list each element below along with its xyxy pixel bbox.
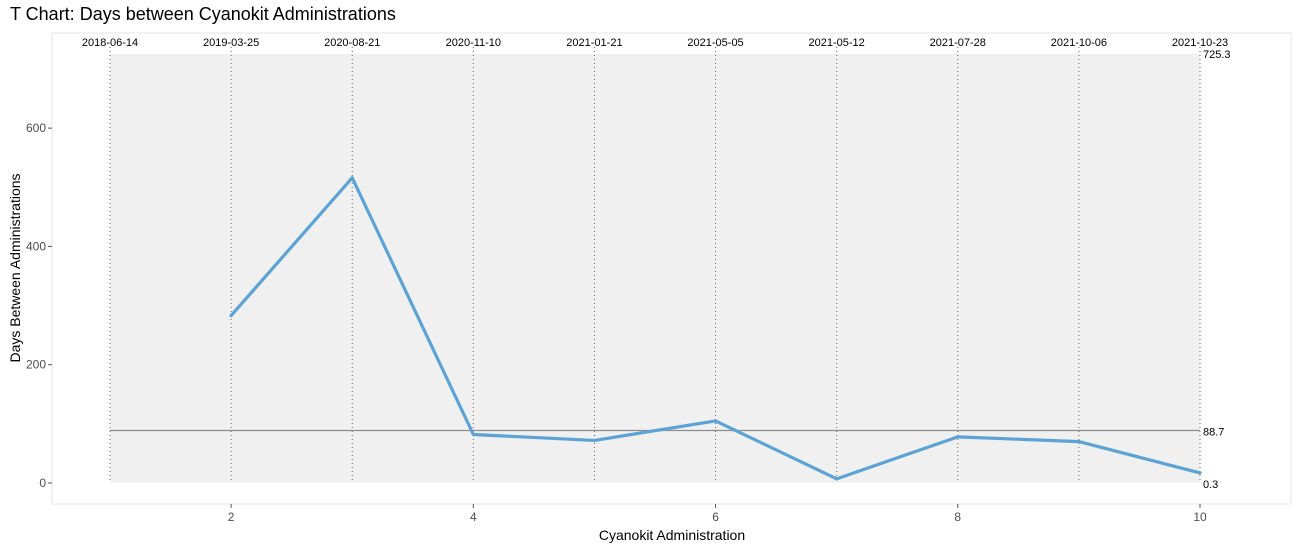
x-axis-label: Cyanokit Administration	[599, 527, 745, 543]
chart-title: T Chart: Days between Cyanokit Administr…	[10, 4, 396, 24]
x-tick-label: 6	[712, 510, 719, 524]
data-point	[835, 477, 839, 481]
date-label: 2019-03-25	[203, 37, 259, 49]
control-limit-band	[110, 54, 1200, 483]
date-label: 2021-10-06	[1051, 37, 1107, 49]
date-label: 2021-01-21	[566, 37, 622, 49]
data-point	[1198, 471, 1202, 475]
panel-border	[51, 32, 1292, 505]
data-point	[350, 176, 354, 180]
date-label: 2021-10-23	[1172, 37, 1228, 49]
center-line-label: 88.7	[1203, 427, 1224, 439]
y-tick-label: 200	[26, 358, 46, 372]
x-tick-label: 4	[470, 510, 477, 524]
x-tick-label: 8	[954, 510, 961, 524]
x-tick-label: 10	[1193, 510, 1207, 524]
lower-limit-label: 0.3	[1203, 479, 1218, 491]
data-point	[229, 314, 233, 318]
date-label: 2021-05-05	[687, 37, 743, 49]
y-tick-label: 0	[39, 476, 46, 490]
upper-limit-label: 725.3	[1203, 49, 1231, 61]
x-tick-label: 2	[228, 510, 235, 524]
y-tick-label: 600	[26, 121, 46, 135]
date-label: 2020-11-10	[446, 37, 501, 49]
data-point	[1077, 439, 1081, 444]
data-point	[956, 435, 960, 439]
data-point	[592, 438, 597, 443]
date-label: 2021-07-28	[930, 37, 986, 49]
data-point	[713, 419, 718, 423]
date-label: 2021-05-12	[809, 37, 865, 49]
data-point	[471, 432, 475, 437]
date-label: 2018-06-14	[82, 37, 138, 49]
date-label: 2020-08-21	[324, 37, 380, 49]
y-axis-label: Days Between Administrations	[7, 173, 23, 362]
y-tick-label: 400	[26, 239, 46, 253]
